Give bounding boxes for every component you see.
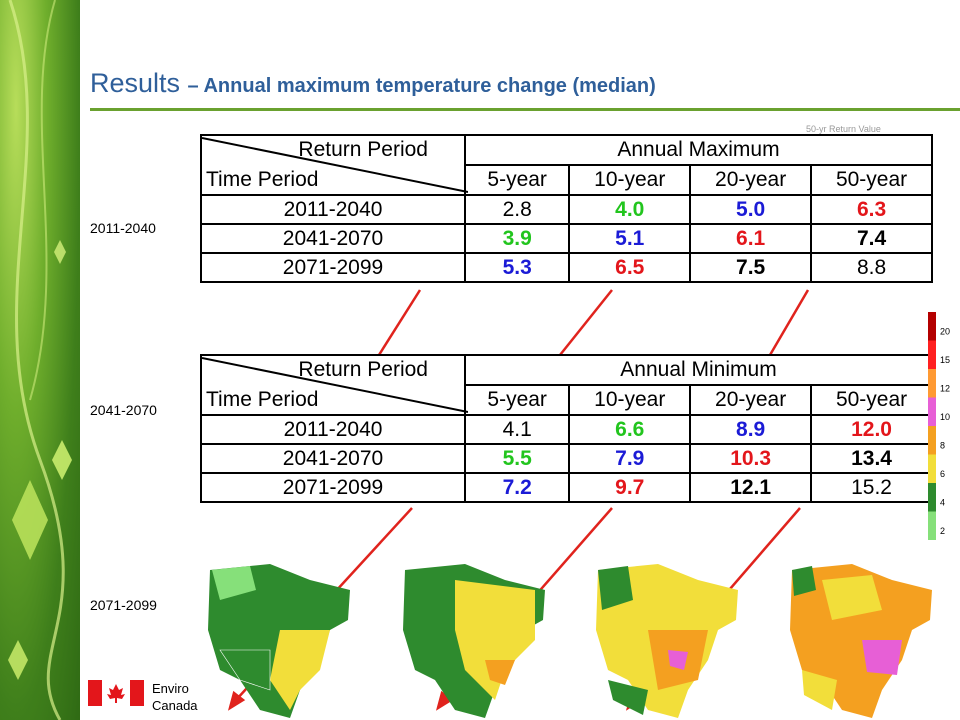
table-cell: 6.5 [568, 252, 692, 283]
footer-line-1: Enviro [152, 681, 189, 696]
legend-label: 15 [940, 355, 950, 365]
table-cell: 7.2 [463, 472, 571, 503]
legend-swatch [928, 397, 936, 426]
table-cell: 13.4 [810, 443, 933, 474]
leaf-decoration-icon [8, 0, 72, 720]
arrowhead-icon [227, 690, 246, 711]
north-america-map-5yr [208, 564, 350, 718]
period-label-2: 2041-2070 [90, 402, 157, 418]
column-header: 5-year [463, 384, 571, 416]
group-header: Annual Maximum [464, 134, 933, 166]
diagonal-divider [202, 137, 468, 193]
table-cell: 15.2 [810, 472, 933, 503]
legend-label: 4 [940, 497, 945, 507]
legend-label: 20 [940, 326, 950, 336]
table-cell: 5.3 [463, 252, 571, 283]
north-america-map-10yr [403, 564, 545, 718]
row-period: 2011-2040 [200, 414, 466, 445]
table-cell: 4.0 [568, 194, 692, 225]
table-cell: 8.8 [810, 252, 933, 283]
column-header: 5-year [463, 164, 571, 196]
table-row: 2041-2070 5.5 7.9 10.3 13.4 [200, 443, 933, 474]
column-header: 20-year [689, 164, 813, 196]
title-subtitle: – Annual maximum temperature change (med… [187, 75, 656, 97]
table-cell: 7.5 [689, 252, 813, 283]
table-cell: 4.1 [463, 414, 571, 445]
legend-label: 2 [940, 526, 945, 536]
column-header: 10-year [568, 164, 692, 196]
period-label-3: 2071-2099 [90, 597, 157, 613]
table-cell: 7.4 [810, 223, 933, 254]
legend-swatch [928, 426, 936, 455]
table-cell: 6.6 [568, 414, 692, 445]
column-header: 50-year [810, 164, 933, 196]
legend-swatch [928, 454, 936, 483]
table-row: 2011-2040 2.8 4.0 5.0 6.3 [200, 194, 933, 225]
arrow-line [559, 289, 613, 356]
color-legend: 20 15 12 10 8 6 4 2 [928, 312, 960, 540]
legend-label: 12 [940, 383, 950, 393]
row-period: 2041-2070 [200, 223, 466, 254]
table-cell: 6.1 [689, 223, 813, 254]
table-row: 2071-2099 5.3 6.5 7.5 8.8 [200, 252, 933, 283]
table-cell: 5.5 [463, 443, 571, 474]
legend-label: 10 [940, 412, 950, 422]
table-cell: 10.3 [689, 443, 813, 474]
table-cell: 6.3 [810, 194, 933, 225]
diagonal-divider [202, 357, 468, 413]
table-cell: 8.9 [689, 414, 813, 445]
footer-line-2: Canada [152, 698, 198, 713]
row-period: 2041-2070 [200, 443, 466, 474]
time-period-label: Time Period [206, 388, 319, 411]
table-row: 2071-2099 7.2 9.7 12.1 15.2 [200, 472, 933, 503]
legend-swatch [928, 511, 936, 540]
legend-scale: 20 15 12 10 8 6 4 2 [928, 312, 950, 540]
return-period-label: Return Period [298, 138, 428, 161]
table-cell: 12.0 [810, 414, 933, 445]
faint-map-note: 50-yr Return Value [806, 124, 881, 134]
table-row: 2011-2040 4.1 6.6 8.9 12.0 [200, 414, 933, 445]
column-header: 10-year [568, 384, 692, 416]
north-america-map-20yr [596, 564, 738, 718]
footer-org-name: Enviro Canada [152, 680, 198, 714]
arrow-line [768, 289, 810, 356]
table-cell: 2.8 [463, 194, 571, 225]
legend-swatch [928, 340, 936, 369]
table-cell: 5.0 [689, 194, 813, 225]
legend-label: 6 [940, 469, 945, 479]
page-title: Results – Annual maximum temperature cha… [90, 68, 656, 99]
row-period: 2011-2040 [200, 194, 466, 225]
table-cell: 5.1 [568, 223, 692, 254]
period-label-1: 2011-2040 [90, 220, 156, 236]
decorative-leaf-strip [0, 0, 80, 720]
north-america-map-50yr [790, 564, 932, 718]
legend-swatch [928, 483, 936, 512]
table-row: 2041-2070 3.9 5.1 6.1 7.4 [200, 223, 933, 254]
legend-swatch [928, 312, 936, 341]
legend-label: 8 [940, 440, 945, 450]
table-cell: 9.7 [568, 472, 692, 503]
table-cell: 7.9 [568, 443, 692, 474]
annual-maximum-table: Return Period Time Period Annual Maximum… [200, 134, 933, 283]
table-corner-cell: Return Period Time Period [200, 354, 468, 416]
table-corner-cell: Return Period Time Period [200, 134, 468, 196]
group-header: Annual Minimum [464, 354, 933, 386]
column-header: 50-year [810, 384, 933, 416]
title-main: Results [90, 68, 181, 98]
column-header: 20-year [689, 384, 813, 416]
table-cell: 3.9 [463, 223, 571, 254]
canada-flag-icon [88, 680, 144, 706]
table-cell: 12.1 [689, 472, 813, 503]
title-underline [90, 108, 960, 111]
return-period-label: Return Period [298, 358, 428, 381]
annual-minimum-table: Return Period Time Period Annual Minimum… [200, 354, 933, 503]
row-period: 2071-2099 [200, 472, 466, 503]
row-period: 2071-2099 [200, 252, 466, 283]
time-period-label: Time Period [206, 168, 319, 191]
legend-swatch [928, 369, 936, 398]
